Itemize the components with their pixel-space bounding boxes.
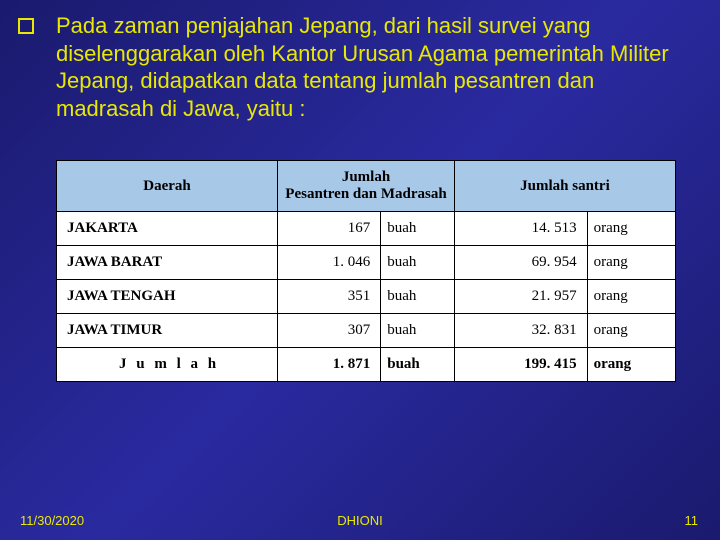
- table-row: JAKARTA 167 buah 14. 513 orang: [57, 212, 676, 246]
- bullet-icon: [18, 18, 34, 34]
- paragraph-text: Pada zaman penjajahan Jepang, dari hasil…: [56, 12, 690, 122]
- cell-total-unit: buah: [381, 348, 455, 382]
- cell-region: JAKARTA: [57, 212, 278, 246]
- cell-sunit: orang: [587, 246, 675, 280]
- cell-total-santri: 199. 415: [454, 348, 587, 382]
- header-count: Jumlah Pesantren dan Madrasah: [278, 161, 455, 212]
- cell-unit: buah: [381, 246, 455, 280]
- cell-region: JAWA BARAT: [57, 246, 278, 280]
- footer-page-number: 11: [685, 513, 699, 528]
- cell-region: JAWA TIMUR: [57, 314, 278, 348]
- cell-santri: 32. 831: [454, 314, 587, 348]
- cell-sunit: orang: [587, 314, 675, 348]
- cell-sunit: orang: [587, 212, 675, 246]
- cell-count: 307: [278, 314, 381, 348]
- cell-santri: 14. 513: [454, 212, 587, 246]
- cell-unit: buah: [381, 280, 455, 314]
- table-row: JAWA TENGAH 351 buah 21. 957 orang: [57, 280, 676, 314]
- cell-count: 1. 046: [278, 246, 381, 280]
- cell-santri: 21. 957: [454, 280, 587, 314]
- cell-total-sunit: orang: [587, 348, 675, 382]
- table-total-row: J u m l a h 1. 871 buah 199. 415 orang: [57, 348, 676, 382]
- header-santri: Jumlah santri: [454, 161, 675, 212]
- table-row: JAWA TIMUR 307 buah 32. 831 orang: [57, 314, 676, 348]
- cell-unit: buah: [381, 212, 455, 246]
- cell-unit: buah: [381, 314, 455, 348]
- cell-region: JAWA TENGAH: [57, 280, 278, 314]
- header-region: Daerah: [57, 161, 278, 212]
- footer-author: DHIONI: [0, 513, 720, 528]
- cell-count: 351: [278, 280, 381, 314]
- table-row: JAWA BARAT 1. 046 buah 69. 954 orang: [57, 246, 676, 280]
- cell-total-label: J u m l a h: [57, 348, 278, 382]
- cell-sunit: orang: [587, 280, 675, 314]
- cell-santri: 69. 954: [454, 246, 587, 280]
- cell-total-count: 1. 871: [278, 348, 381, 382]
- cell-count: 167: [278, 212, 381, 246]
- data-table: Daerah Jumlah Pesantren dan Madrasah Jum…: [56, 160, 676, 382]
